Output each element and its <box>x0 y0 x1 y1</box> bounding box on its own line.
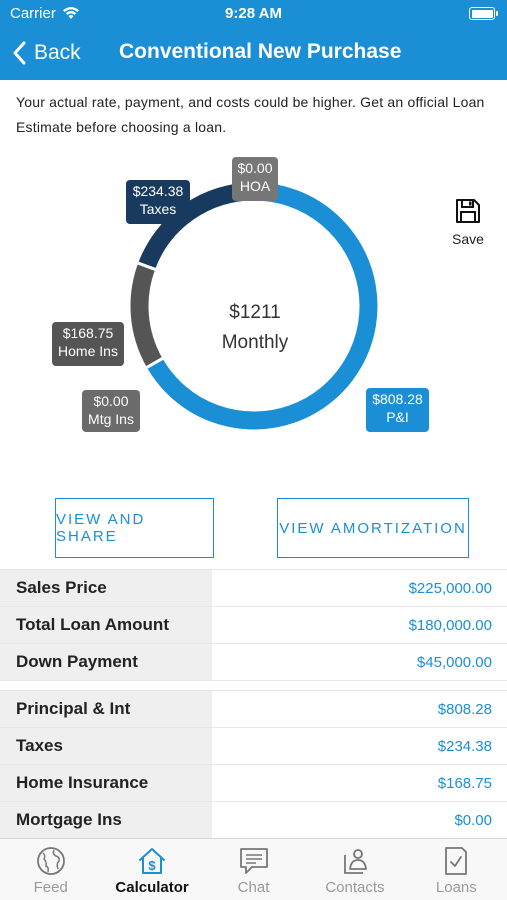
navigation-bar: Back Conventional New Purchase <box>0 28 507 80</box>
view-and-share-button[interactable]: VIEW AND SHARE <box>55 498 214 558</box>
slice-name: P&I <box>386 409 409 425</box>
tab-label: Loans <box>435 879 477 896</box>
globe-icon <box>36 847 65 875</box>
row-value[interactable]: $225,000.00 <box>408 579 492 597</box>
slice-amount: $234.38 <box>132 183 184 199</box>
back-button[interactable]: Back <box>12 38 81 68</box>
floppy-disk-icon <box>456 199 480 223</box>
chart-center-label: Monthly <box>221 332 289 353</box>
tab-calculator[interactable]: $ Calculator <box>101 839 202 900</box>
tab-label: Contacts <box>325 879 385 896</box>
row-label: Down Payment <box>0 644 212 680</box>
payment-donut-chart <box>127 179 381 433</box>
row-label: Total Loan Amount <box>0 607 212 643</box>
tab-feed[interactable]: Feed <box>0 839 101 900</box>
contact-card-icon <box>344 849 367 874</box>
slice-name: Home Ins <box>58 343 118 359</box>
svg-text:$: $ <box>148 858 156 873</box>
tab-bar: Feed $ Calculator Chat <box>0 838 507 900</box>
slice-tag-pi: $808.28 P&I <box>366 388 429 432</box>
tab-loans[interactable]: Loans <box>406 839 507 900</box>
table-row: Sales Price $225,000.00 <box>0 569 507 606</box>
slice-tag-mtg-ins: $0.00 Mtg Ins <box>82 390 140 432</box>
save-button[interactable]: Save <box>448 198 488 247</box>
save-label: Save <box>452 231 484 247</box>
row-label: Taxes <box>0 728 212 764</box>
view-amortization-button[interactable]: VIEW AMORTIZATION <box>277 498 469 558</box>
row-value[interactable]: $168.75 <box>437 774 492 792</box>
table-row: Principal & Int $808.28 <box>0 690 507 727</box>
status-bar: Carrier 9:28 AM <box>0 0 507 28</box>
table-row: Down Payment $45,000.00 <box>0 643 507 680</box>
row-label: Home Insurance <box>0 765 212 801</box>
tab-label: Calculator <box>115 879 189 896</box>
row-label: Sales Price <box>0 570 212 606</box>
chat-bubble-icon <box>239 848 268 874</box>
slice-tag-home-ins: $168.75 Home Ins <box>52 322 124 366</box>
tab-label: Feed <box>33 879 68 896</box>
row-value[interactable]: $808.28 <box>437 700 492 718</box>
row-label: Principal & Int <box>0 691 212 727</box>
table-row: Mortgage Ins $0.00 <box>0 801 507 838</box>
status-time: 9:28 AM <box>225 5 282 22</box>
disclaimer-text: Your actual rate, payment, and costs cou… <box>16 94 485 135</box>
slice-amount: $0.00 <box>93 393 129 409</box>
battery-icon <box>469 7 498 20</box>
table-row: Home Insurance $168.75 <box>0 764 507 801</box>
donut-slice-p-i[interactable] <box>143 179 381 433</box>
row-value[interactable]: $0.00 <box>454 811 492 829</box>
slice-tag-hoa: $0.00 HOA <box>232 157 278 201</box>
chevron-left-icon <box>13 41 26 65</box>
page-title: Conventional New Purchase <box>119 40 402 63</box>
slice-amount: $808.28 <box>372 391 423 407</box>
table-row: Taxes $234.38 <box>0 727 507 764</box>
slice-amount: $168.75 <box>62 325 114 341</box>
checklist-icon <box>445 847 468 875</box>
back-label: Back <box>34 41 81 64</box>
row-value[interactable]: $180,000.00 <box>408 616 492 634</box>
house-dollar-icon: $ <box>139 848 166 874</box>
row-value[interactable]: $234.38 <box>437 737 492 755</box>
row-label: Mortgage Ins <box>0 802 212 838</box>
section-divider <box>0 680 507 690</box>
wifi-icon <box>63 7 79 19</box>
tab-label: Chat <box>237 879 270 896</box>
slice-name: Mtg Ins <box>88 411 134 427</box>
table-row: Total Loan Amount $180,000.00 <box>0 606 507 643</box>
header: Carrier 9:28 AM Back Conventional New Pu… <box>0 0 507 80</box>
tab-contacts[interactable]: Contacts <box>304 839 405 900</box>
chart-center-amount: $1211 <box>229 302 281 323</box>
carrier-label: Carrier <box>10 5 56 22</box>
slice-name: Taxes <box>139 201 177 217</box>
slice-amount: $0.00 <box>237 160 273 176</box>
row-value[interactable]: $45,000.00 <box>416 653 492 671</box>
slice-name: HOA <box>239 178 271 194</box>
slice-tag-taxes: $234.38 Taxes <box>126 180 190 224</box>
tab-chat[interactable]: Chat <box>203 839 304 900</box>
loan-summary-table: Sales Price $225,000.00 Total Loan Amoun… <box>0 569 507 838</box>
